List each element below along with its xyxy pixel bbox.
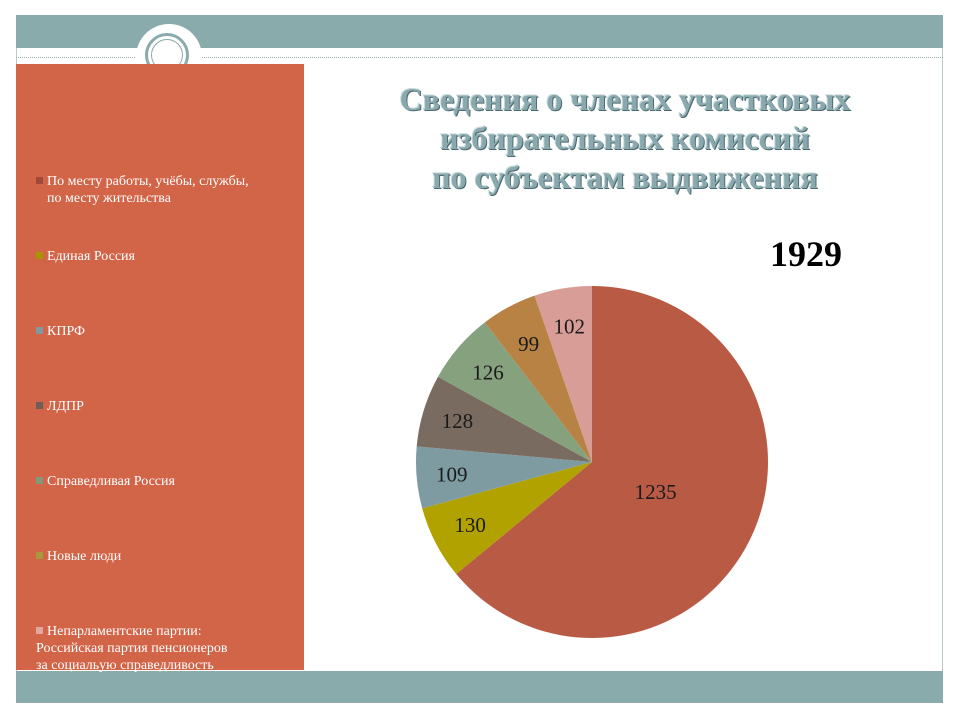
legend-swatch	[36, 402, 43, 409]
pie-slice-label: 99	[518, 332, 539, 356]
bottom-band	[16, 671, 943, 703]
legend-item: Непарламентские партии: Российская парти…	[36, 623, 302, 674]
pie-slice	[416, 446, 592, 509]
legend-item: КПРФ	[36, 323, 302, 340]
total-count: 1929	[770, 234, 842, 274]
legend-label: По месту работы, учёбы, службы,	[47, 174, 249, 189]
pie-slice	[422, 462, 592, 574]
pie-slice	[438, 322, 592, 462]
dotted-divider	[16, 57, 943, 58]
pie-slice-label: 109	[436, 462, 468, 486]
legend-panel	[16, 64, 304, 670]
legend-label-line2: Российская партия пенсионеров	[36, 641, 228, 656]
chart-title-line1: Сведения о членах участковых	[399, 81, 851, 117]
legend-label: Непарламентские партии:	[47, 624, 202, 639]
pie-slice-label: 128	[442, 409, 474, 433]
legend-label: ЛДПР	[47, 399, 84, 414]
pie-slice	[456, 286, 768, 638]
legend-swatch	[36, 552, 43, 559]
pie-slice	[484, 295, 592, 462]
legend-label: Справедливая Россия	[47, 474, 175, 489]
legend-item: Справедливая Россия	[36, 473, 302, 490]
chart-title: Сведения о членах участковых избирательн…	[310, 80, 940, 197]
legend-swatch	[36, 177, 43, 184]
legend-label: КПРФ	[47, 324, 86, 339]
pie-slice-label: 126	[472, 360, 504, 384]
pie-slice-label: 130	[454, 513, 486, 537]
pie-slice-label: 1235	[635, 480, 677, 504]
legend-swatch	[36, 327, 43, 334]
pie-slice-label: 102	[554, 315, 586, 339]
legend-label-line3: за социальую справедливость	[36, 658, 214, 673]
legend-swatch	[36, 252, 43, 259]
legend-swatch	[36, 477, 43, 484]
pie-slice	[416, 376, 592, 462]
pie-slice	[534, 286, 592, 462]
legend-label: Новые люди	[47, 549, 122, 564]
legend-label-line2: по месту жительства	[47, 191, 171, 206]
legend-item: Единая Россия	[36, 248, 302, 265]
legend-item: ЛДПР	[36, 398, 302, 415]
legend-item: Новые люди	[36, 548, 302, 565]
legend-label: Единая Россия	[47, 249, 135, 264]
legend-item: По месту работы, учёбы, службы, по месту…	[36, 173, 302, 207]
chart-title-line3: по субъектам выдвижения	[432, 159, 818, 195]
chart-title-line2: избирательных комиссий	[440, 120, 810, 156]
legend-swatch	[36, 627, 43, 634]
